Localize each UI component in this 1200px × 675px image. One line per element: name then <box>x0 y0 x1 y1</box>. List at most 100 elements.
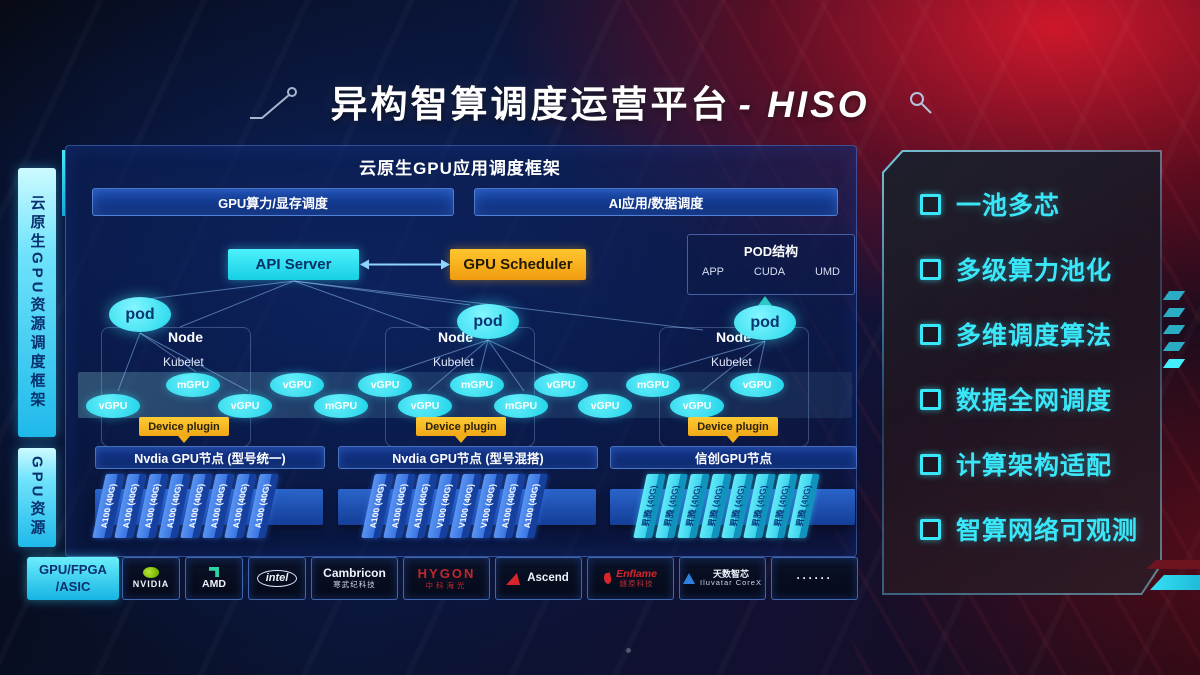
hazard-stripe <box>1162 325 1186 334</box>
cluster-header-xinchuang: 信创GPU节点 <box>610 446 857 469</box>
feature-list: 一池多芯 多级算力池化 多维调度算法 数据全网调度 计算架构适配 智算网络可观测 <box>920 186 1138 547</box>
nvidia-logo-icon <box>143 567 159 579</box>
device-plugin-tag-3: Device plugin <box>688 417 778 443</box>
square-bullet-icon <box>920 258 941 280</box>
gpu-card-label: V100 (40G) <box>433 484 454 528</box>
vendor-logo-sub: Iluvatar CoreX <box>700 578 762 588</box>
vendor-logo-name: Ascend <box>527 571 569 584</box>
vendor-logo-sub: 燧原科技 <box>619 579 654 589</box>
gpu-card-stack-2: A100 (40G) A100 (40G) A100 (40G) V100 (40G)… <box>361 474 548 538</box>
gpu-card-label: 昇腾 (40G) <box>662 485 681 527</box>
sidebar-gpu-text: GPU资源 <box>28 456 46 539</box>
sidebar-framework-label: 云原生GPU资源调度框架 <box>18 168 56 437</box>
vendor-logo-dots: ······ <box>771 557 858 600</box>
vendor-logo-text: Cambricon 寒武纪科技 <box>323 566 386 590</box>
ascend-logo-icon <box>506 572 525 585</box>
vendor-logo-cambricon: Cambricon 寒武纪科技 <box>311 557 398 600</box>
bar-gpu-compute-scheduling: GPU算力/显存调度 <box>92 188 454 216</box>
square-bullet-icon <box>920 453 941 475</box>
framework-header: 云原生GPU应用调度框架 <box>359 159 561 178</box>
feature-panel: 一池多芯 多级算力池化 多维调度算法 数据全网调度 计算架构适配 智算网络可观测 <box>882 150 1162 595</box>
vendor-logo-sub: 寒武纪科技 <box>333 580 376 590</box>
gpu-card-label: A100 (40G) <box>389 483 410 529</box>
gpu-card-label: 昇腾 (40G) <box>640 485 659 527</box>
circuit-node-icon <box>250 87 297 119</box>
pod-layer-cuda: CUDA <box>753 266 786 278</box>
gpu-card-label: A100 (40G) <box>521 483 542 529</box>
square-bullet-icon <box>920 518 941 540</box>
feature-label: 智算网络可观测 <box>956 517 1139 545</box>
vendor-logo-name: ······ <box>796 570 833 585</box>
feature-item-2: 多级算力池化 <box>920 251 1138 287</box>
vendor-logo-name: Cambricon <box>323 566 386 581</box>
vendor-logo-amd: AMD <box>185 557 243 600</box>
pod-layer-app: APP <box>702 266 725 278</box>
sidebar-gpu-label: GPU资源 <box>18 448 56 547</box>
feature-label: 数据全网调度 <box>956 387 1113 415</box>
vendor-logo-text: ······ <box>796 570 833 586</box>
hazard-stripe <box>1162 359 1186 368</box>
vendor-logo-text: NVIDIA <box>133 579 170 589</box>
gpu-bubble-mgpu: mGPU <box>450 373 504 397</box>
pod-structure-title: POD结构 <box>743 244 799 259</box>
cluster-header-nvidia-uniform: Nvdia GPU节点 (型号统一) <box>95 446 325 469</box>
pod-layer-umd: UMD <box>814 266 840 278</box>
amd-logo-icon <box>209 566 219 577</box>
vendor-logo-text: HYGON 中科海光 <box>418 566 476 591</box>
vendor-logo-name: intel <box>256 569 298 588</box>
pod-ellipse-2: pod <box>457 304 519 339</box>
page-title-zh: 异构智算调度运营平台 <box>330 84 731 125</box>
pod-ellipse-1: pod <box>109 297 171 332</box>
vendor-logo-sub: 中科海光 <box>425 580 468 590</box>
gpu-bubble-mgpu: mGPU <box>314 394 368 418</box>
gpu-card-label: A100 (40G) <box>252 483 273 529</box>
feature-item-1: 一池多芯 <box>920 186 1138 222</box>
footer-dot <box>626 648 631 653</box>
vendor-lead-line1: GPU/FPGA <box>39 561 107 577</box>
kubelet-label-2: Kubelet <box>433 355 474 369</box>
sidebar-framework-text: 云原生GPU资源调度框架 <box>28 194 46 411</box>
gpu-card-label: V100 (40G) <box>477 484 498 528</box>
gpu-bubble-vgpu: vGPU <box>398 394 452 418</box>
device-plugin-tag-1: Device plugin <box>139 417 229 443</box>
gpu-card-label: A100 (40G) <box>142 483 163 529</box>
gpu-card-label: V100 (40G) <box>455 484 476 528</box>
gpu-card-label: A100 (40G) <box>208 483 229 529</box>
vendor-logo-text: 天数智芯 Iluvatar CoreX <box>700 569 762 588</box>
vendor-logo-name: AMD <box>202 577 226 590</box>
vendor-logo-hygon: HYGON 中科海光 <box>403 557 490 600</box>
cluster-header-nvidia-mixed: Nvdia GPU节点 (型号混搭) <box>338 446 598 469</box>
pod-structure-panel: POD结构 APP CUDA UMD <box>687 234 855 295</box>
vendor-logo-ascend: Ascend <box>495 557 582 600</box>
pod-structure-layers: APP CUDA UMD <box>688 266 854 278</box>
gpu-card-label: 昇腾 (40G) <box>794 485 813 527</box>
gpu-card-label: A100 (40G) <box>186 483 207 529</box>
gpu-card-label: A100 (40G) <box>367 483 388 529</box>
hazard-stripe <box>1162 342 1186 351</box>
feature-item-6: 智算网络可观测 <box>920 511 1138 547</box>
gpu-bubble-vgpu: vGPU <box>218 394 272 418</box>
gpu-card-stack-1: A100 (40G) A100 (40G) A100 (40G) A100 (40G)… <box>92 474 279 538</box>
gpu-card-label: A100 (40G) <box>164 483 185 529</box>
panel-foot-cyan-accent <box>1150 575 1200 590</box>
gpu-bubble-vgpu: vGPU <box>730 373 784 397</box>
panel-foot-red-accent <box>1146 560 1200 569</box>
vendor-logo-enflame: Enflame 燧原科技 <box>587 557 674 600</box>
hazard-stripe <box>1162 291 1186 300</box>
square-bullet-icon <box>920 193 941 215</box>
device-plugin-tag-2: Device plugin <box>416 417 506 443</box>
gpu-bubble-mgpu: mGPU <box>166 373 220 397</box>
node-label-1: Node <box>168 329 203 345</box>
feature-item-4: 数据全网调度 <box>920 381 1138 417</box>
gpu-card-label: 昇腾 (40G) <box>706 485 725 527</box>
gpu-bubble-vgpu: vGPU <box>86 394 140 418</box>
gpu-bubble-vgpu: vGPU <box>358 373 412 397</box>
feature-item-5: 计算架构适配 <box>920 446 1138 482</box>
square-bullet-icon <box>920 323 941 345</box>
bar-ai-data-scheduling: AI应用/数据调度 <box>474 188 838 216</box>
feature-label: 多级算力池化 <box>956 257 1113 285</box>
gpu-bubble-mgpu: mGPU <box>626 373 680 397</box>
vendor-logo-text: Enflame 燧原科技 <box>616 568 657 589</box>
vendor-logo-name: 天数智芯 <box>712 569 749 580</box>
gpu-card-label: 昇腾 (40G) <box>728 485 747 527</box>
